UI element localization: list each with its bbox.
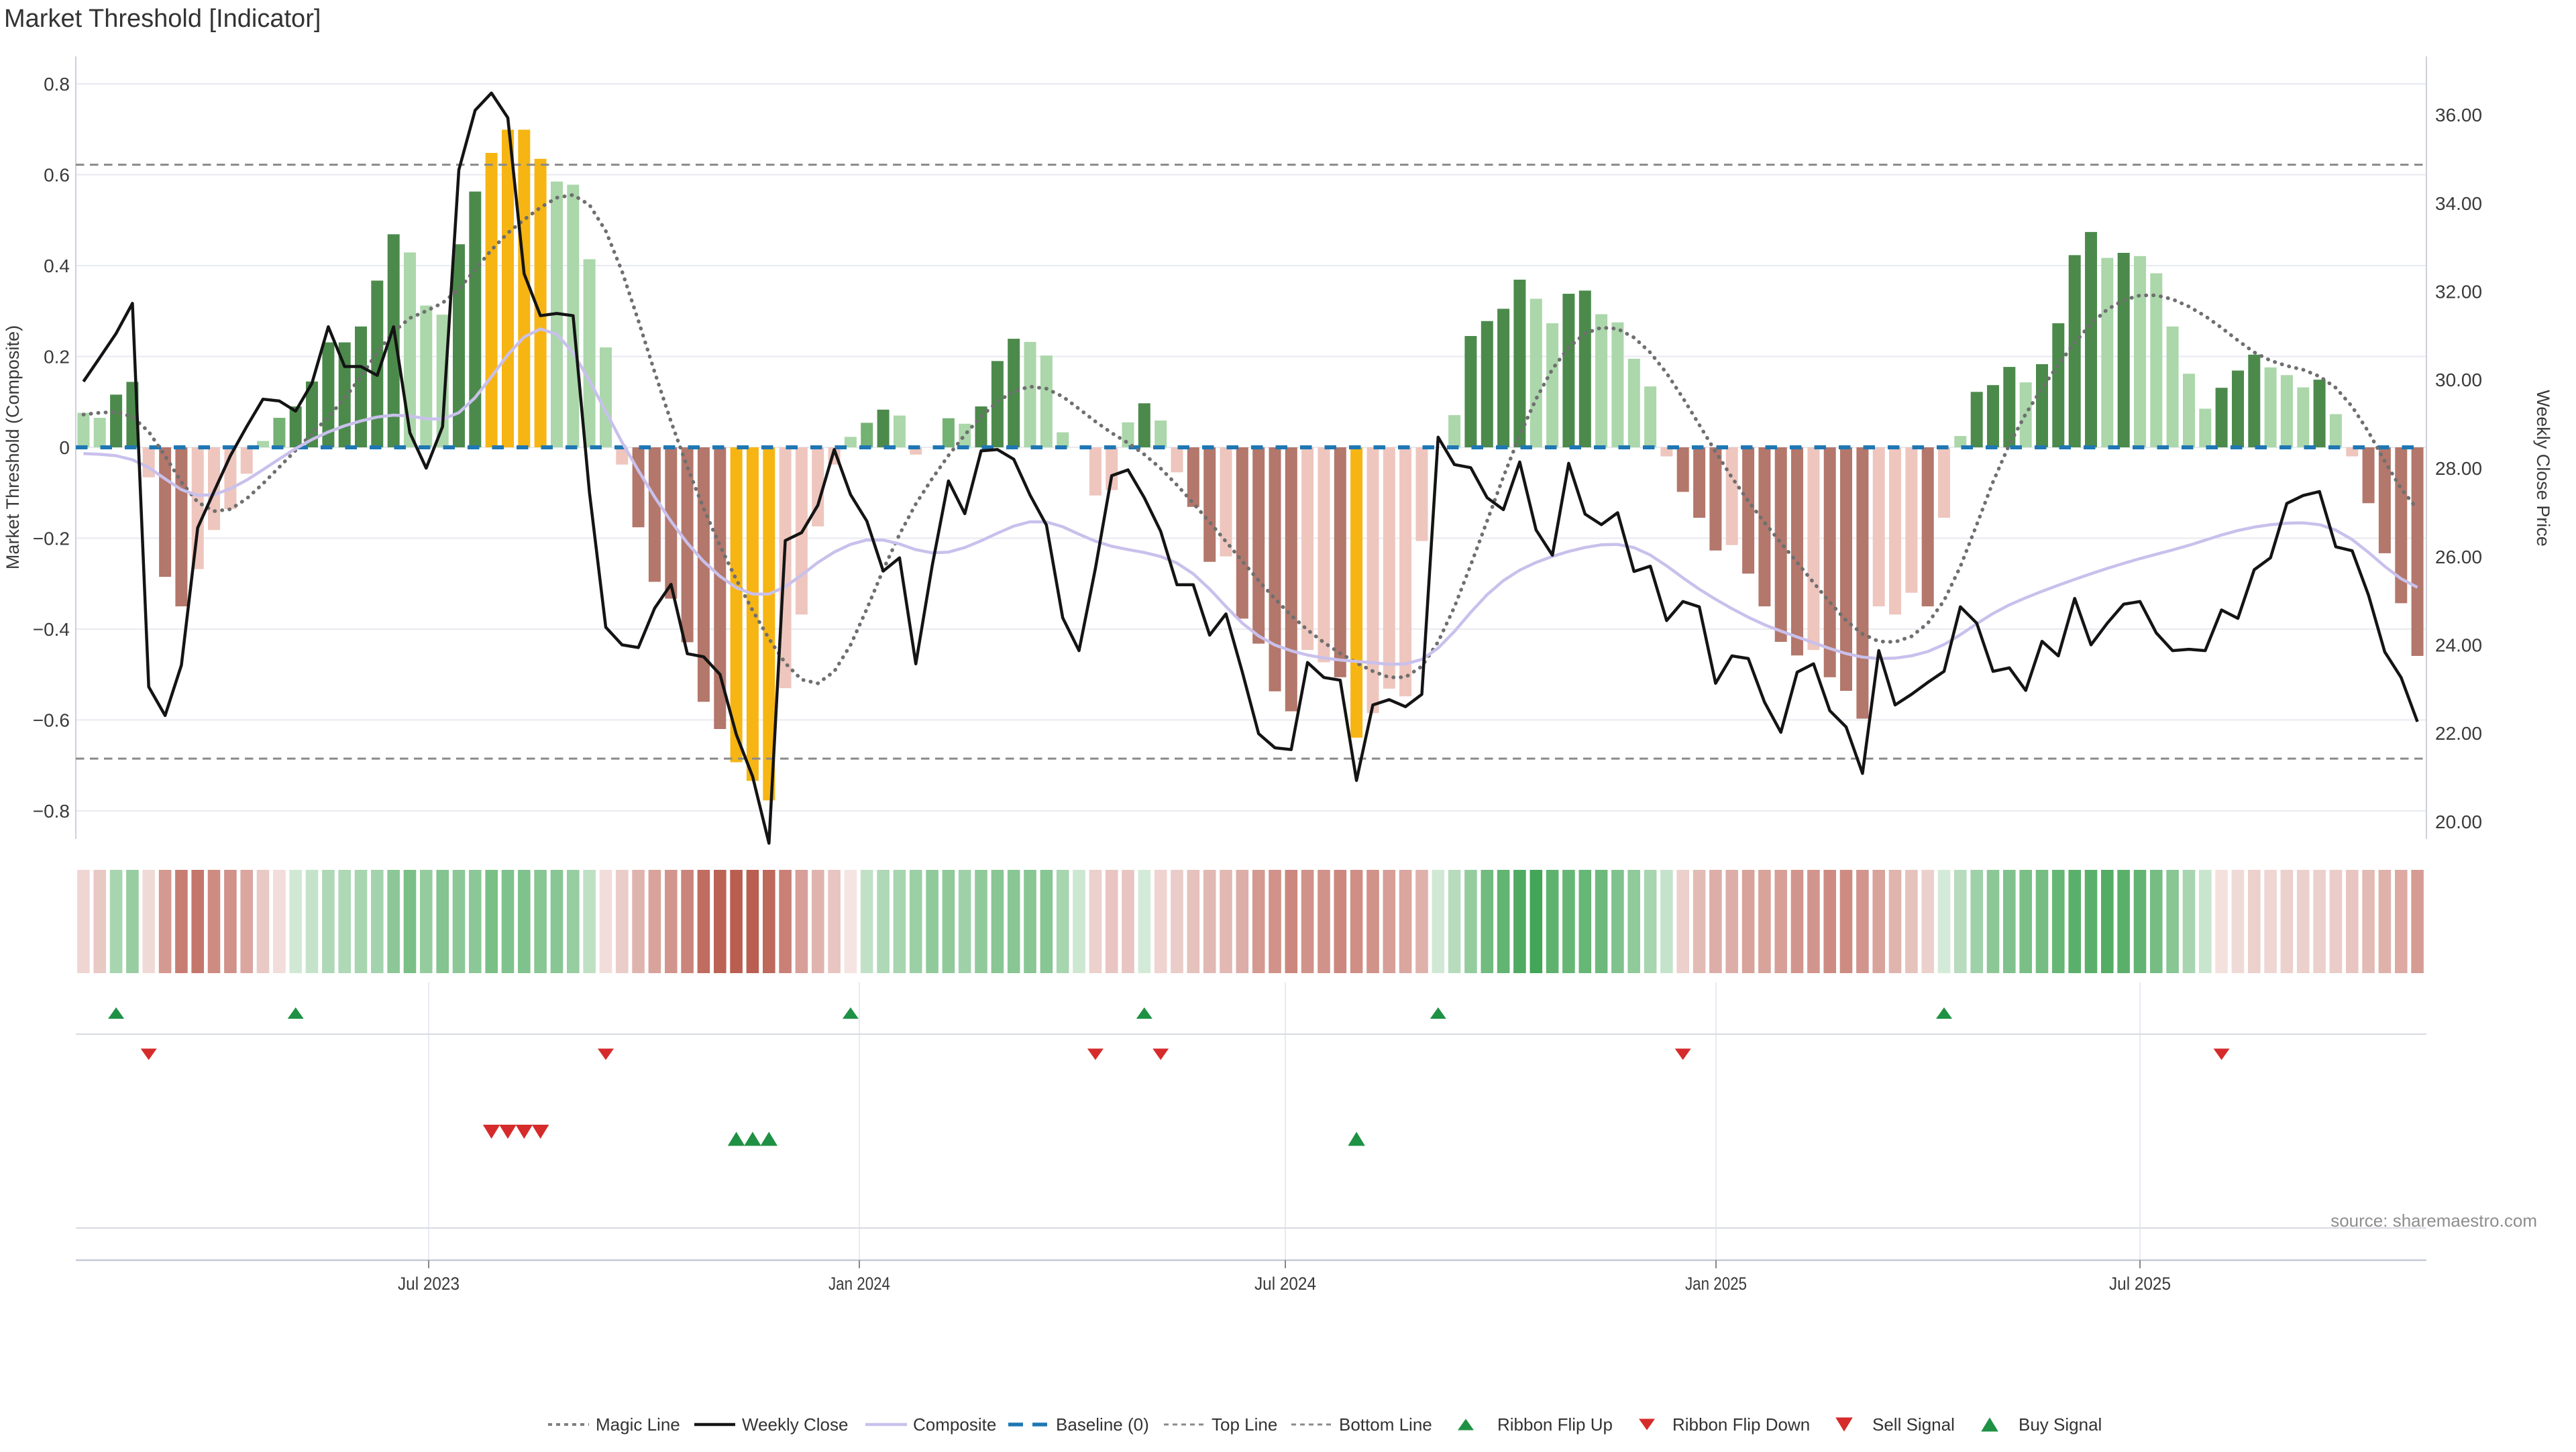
svg-text:28.00: 28.00: [2435, 458, 2482, 479]
svg-text:Magic Line: Magic Line: [596, 1414, 680, 1435]
svg-text:36.00: 36.00: [2435, 105, 2482, 125]
svg-text:Ribbon Flip Up: Ribbon Flip Up: [1497, 1414, 1613, 1435]
svg-text:Market Threshold [Indicator]: Market Threshold [Indicator]: [4, 5, 321, 33]
svg-text:30.00: 30.00: [2435, 370, 2482, 390]
svg-text:Baseline (0): Baseline (0): [1056, 1414, 1149, 1435]
svg-text:0.8: 0.8: [44, 74, 70, 95]
svg-text:−0.2: −0.2: [33, 528, 70, 549]
svg-text:Weekly Close Price: Weekly Close Price: [2533, 390, 2553, 547]
svg-text:Sell Signal: Sell Signal: [1872, 1414, 1955, 1435]
svg-text:−0.4: −0.4: [33, 619, 70, 640]
svg-text:32.00: 32.00: [2435, 282, 2482, 302]
svg-text:Jan 2024: Jan 2024: [828, 1274, 890, 1294]
svg-text:source: sharemaestro.com: source: sharemaestro.com: [2330, 1211, 2537, 1231]
svg-text:Top Line: Top Line: [1212, 1414, 1277, 1435]
svg-text:Ribbon Flip Down: Ribbon Flip Down: [1672, 1414, 1810, 1435]
svg-text:−0.6: −0.6: [33, 710, 70, 731]
svg-text:−0.8: −0.8: [33, 801, 70, 822]
svg-text:0.6: 0.6: [44, 165, 70, 186]
svg-text:22.00: 22.00: [2435, 723, 2482, 744]
svg-text:Jan 2025: Jan 2025: [1685, 1274, 1747, 1294]
svg-text:20.00: 20.00: [2435, 812, 2482, 832]
svg-text:0.2: 0.2: [44, 347, 70, 368]
svg-text:Buy Signal: Buy Signal: [2019, 1414, 2102, 1435]
svg-text:34.00: 34.00: [2435, 193, 2482, 214]
svg-text:Weekly Close: Weekly Close: [742, 1414, 848, 1435]
svg-text:Composite: Composite: [913, 1414, 996, 1435]
svg-text:24.00: 24.00: [2435, 635, 2482, 656]
svg-text:0: 0: [59, 437, 70, 458]
svg-text:Jul 2024: Jul 2024: [1254, 1274, 1316, 1294]
svg-text:26.00: 26.00: [2435, 547, 2482, 567]
svg-text:0.4: 0.4: [44, 256, 70, 276]
svg-text:Jul 2025: Jul 2025: [2109, 1274, 2171, 1294]
svg-text:Market Threshold (Composite): Market Threshold (Composite): [3, 325, 23, 569]
svg-text:Jul 2023: Jul 2023: [398, 1274, 460, 1294]
svg-text:Bottom Line: Bottom Line: [1339, 1414, 1432, 1435]
